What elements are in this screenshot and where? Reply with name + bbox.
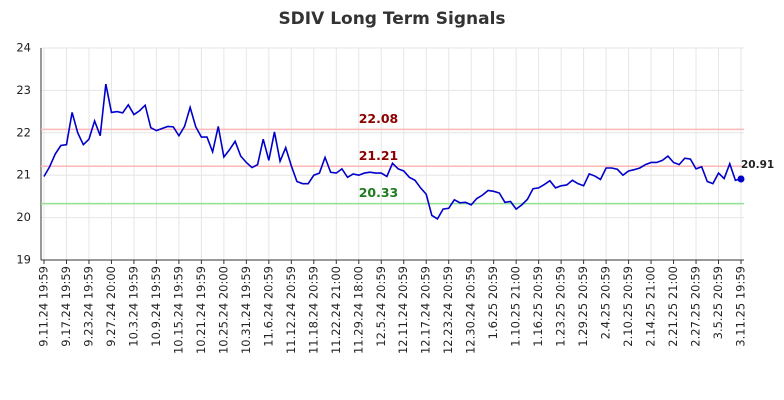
- x-tick-label: 2.27.25 20:59: [689, 266, 703, 347]
- x-tick-label: 1.29.25 20:59: [576, 266, 590, 347]
- y-tick-label: 23: [16, 83, 31, 97]
- x-tick-label: 12.30.24 20:59: [464, 266, 478, 354]
- x-tick-label: 12.11.24 20:59: [396, 266, 410, 354]
- x-tick-label: 9.17.24 19:59: [59, 266, 73, 347]
- x-tick-label: 12.5.24 20:59: [374, 266, 388, 347]
- x-tick-label: 9.23.24 19:59: [81, 266, 95, 347]
- x-tick-label: 10.31.24 19:59: [239, 266, 253, 354]
- x-tick-label: 3.5.25 20:59: [711, 266, 725, 339]
- y-tick-label: 19: [16, 253, 31, 267]
- x-tick-label: 12.17.24 20:59: [419, 266, 433, 354]
- signal-label: 20.33: [359, 185, 399, 200]
- x-tick-label: 10.3.24 19:59: [126, 266, 140, 347]
- x-tick-label: 10.21.24 19:59: [194, 266, 208, 354]
- x-tick-label: 2.10.25 20:59: [621, 266, 635, 347]
- x-tick-label: 10.15.24 19:59: [171, 266, 185, 354]
- last-value-label: 20.91: [741, 159, 774, 171]
- x-tick-label: 2.14.25 21:00: [644, 266, 658, 347]
- x-tick-label: 3.11.25 19:59: [734, 266, 748, 347]
- x-tick-label: 11.29.24 18:00: [351, 266, 365, 354]
- y-tick-label: 20: [16, 210, 31, 224]
- signal-label: 21.21: [359, 148, 399, 163]
- y-tick-label: 22: [16, 125, 31, 139]
- price-line: [43, 83, 742, 220]
- x-tick-label: 9.11.24 19:59: [37, 266, 51, 347]
- x-tick-label: 1.6.25 20:59: [486, 266, 500, 339]
- y-tick-label: 21: [16, 168, 31, 182]
- x-tick-label: 9.27.24 20:00: [104, 266, 118, 347]
- x-tick-label: 11.18.24 20:59: [306, 266, 320, 354]
- x-tick-label: 1.16.25 20:59: [531, 266, 545, 347]
- x-tick-label: 11.12.24 20:59: [284, 266, 298, 354]
- x-tick-label: 12.23.24 20:59: [441, 266, 455, 354]
- y-tick-label: 24: [16, 41, 31, 55]
- x-tick-label: 11.6.24 20:59: [261, 266, 275, 347]
- x-tick-label: 10.9.24 19:59: [149, 266, 163, 347]
- last-point: [737, 175, 745, 183]
- x-tick-label: 1.10.25 21:00: [509, 266, 523, 347]
- x-tick-label: 11.22.24 21:00: [329, 266, 343, 354]
- signal-label: 22.08: [359, 111, 399, 126]
- x-tick-label: 10.25.24 20:00: [216, 266, 230, 354]
- x-tick-label: 1.23.25 20:59: [554, 266, 568, 347]
- x-tick-label: 2.4.25 20:59: [599, 266, 613, 339]
- x-tick-label: 2.21.25 21:00: [666, 266, 680, 347]
- chart-title: SDIV Long Term Signals: [278, 9, 505, 29]
